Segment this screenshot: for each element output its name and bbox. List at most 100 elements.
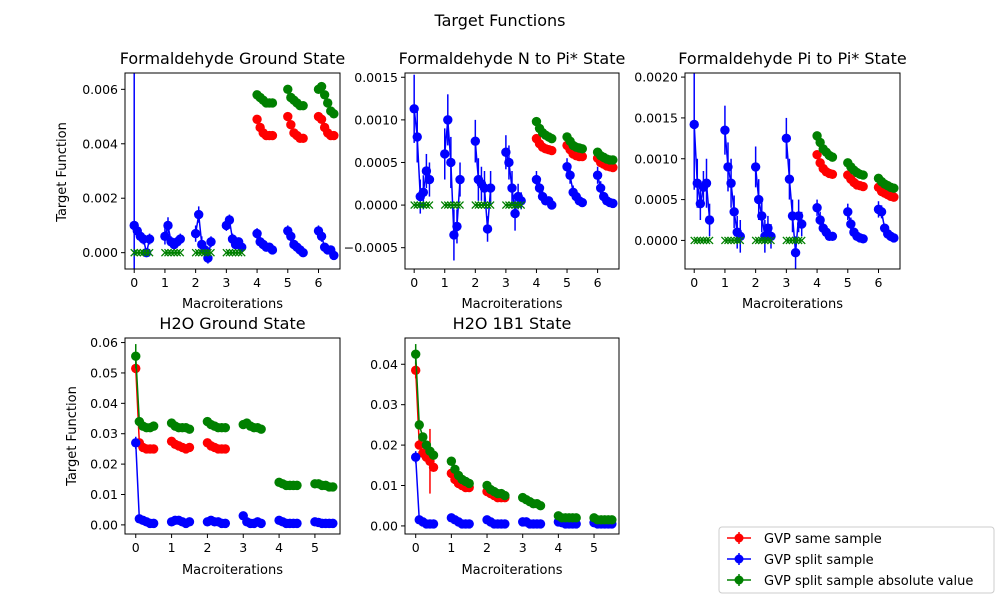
data-point	[411, 452, 421, 462]
data-point	[577, 144, 588, 154]
x-tick-label: 3	[222, 275, 230, 290]
plot-area	[129, 73, 339, 269]
data-point-x	[197, 248, 206, 257]
data-point	[292, 518, 302, 529]
data-point	[428, 462, 439, 473]
data-point-x	[173, 248, 182, 257]
data-point-x	[419, 201, 428, 210]
data-point	[409, 104, 419, 114]
x-tick-label: 5	[590, 540, 598, 555]
x-axis-label: Macroiterations	[461, 563, 562, 578]
data-point-x	[160, 248, 169, 257]
x-tick-label: 5	[844, 275, 852, 290]
data-point	[298, 100, 308, 111]
data-point	[184, 517, 195, 527]
data-point	[160, 231, 170, 242]
data-point-x	[754, 236, 763, 245]
series-split	[689, 73, 899, 269]
data-point	[283, 84, 293, 95]
data-point-x	[164, 248, 172, 257]
data-point	[723, 162, 733, 172]
y-tick-label: 0.0000	[354, 198, 398, 213]
data-point-x	[791, 236, 800, 245]
y-axis-label: Target Function	[55, 122, 70, 223]
plot-area	[689, 73, 899, 269]
data-point	[889, 192, 899, 202]
plot-area	[411, 344, 617, 529]
data-point	[131, 438, 141, 448]
x-tick-label: 5	[284, 275, 292, 290]
legend-entry-abs: GVP split sample absolute value	[727, 574, 973, 589]
data-point	[695, 198, 706, 209]
data-point-x	[501, 201, 510, 210]
data-point	[577, 151, 588, 162]
panel-h2o-1b1-state: H2O 1B1 State Macroiterations 0 1 2 3 4 5 0.00…	[370, 314, 620, 578]
data-point	[316, 81, 327, 92]
x-tick-label: 1	[441, 275, 449, 290]
panel-h2o-ground-state: H2O Ground State Target Function Macroit…	[65, 314, 341, 578]
x-axis-label: Macroiterations	[461, 297, 562, 312]
data-point-x	[477, 201, 486, 210]
legend-label-same: GVP same sample	[764, 532, 882, 547]
data-point	[535, 501, 546, 511]
y-tick-label: −0.0005	[344, 240, 398, 255]
data-point	[482, 224, 493, 234]
data-point	[797, 219, 807, 229]
data-point	[846, 219, 856, 229]
legend: GVP same sample GVP split sample GVP spl…	[718, 526, 995, 594]
data-point	[754, 194, 764, 205]
data-point	[726, 178, 736, 188]
y-tick-label: 0.06	[90, 335, 118, 350]
x-tick-label: 4	[554, 540, 562, 555]
data-point-x	[767, 236, 775, 245]
x-tick-label: 4	[532, 275, 540, 290]
y-tick-label: 0.004	[82, 136, 118, 151]
data-point	[323, 98, 333, 108]
data-point	[144, 234, 155, 244]
y-tick-label: 0.0010	[354, 112, 398, 127]
series-abs	[411, 344, 617, 525]
plot-area	[409, 74, 618, 261]
data-point	[329, 130, 339, 141]
data-point	[500, 490, 510, 501]
data-point	[163, 220, 173, 231]
data-point-x	[139, 248, 148, 257]
series-line	[135, 442, 154, 525]
x-axis-label: Macroiterations	[182, 563, 283, 578]
data-point	[547, 145, 557, 156]
x-tick-label: 6	[315, 275, 323, 290]
data-point	[452, 221, 462, 232]
legend-marker-split	[734, 554, 744, 564]
data-point	[220, 444, 231, 454]
data-point	[206, 237, 216, 247]
y-tick-label: 0.006	[82, 82, 118, 97]
data-point	[455, 174, 465, 185]
panel-title: Formaldehyde N to Pi* State	[399, 49, 626, 68]
series-abs	[131, 344, 338, 492]
x-tick-label: 4	[275, 540, 283, 555]
data-point	[449, 230, 459, 240]
data-point-x	[474, 201, 483, 210]
y-tick-label: 0.0010	[634, 151, 678, 166]
data-point-x	[170, 248, 179, 257]
data-point	[298, 133, 308, 144]
data-point	[535, 519, 546, 529]
y-tick-label: 0.000	[82, 245, 118, 260]
x-tick-label: 0	[410, 275, 418, 290]
data-point	[328, 482, 338, 492]
y-tick-label: 0.05	[90, 365, 118, 380]
panel-formaldehyde-ground-state: Formaldehyde Ground State Target Functio…	[55, 49, 345, 312]
data-point	[827, 169, 838, 179]
y-tick-label: 0.00	[370, 518, 398, 533]
data-point-x	[696, 236, 705, 245]
data-point	[701, 178, 712, 188]
data-point-x	[504, 201, 513, 210]
plot-frame	[684, 72, 901, 270]
data-point	[446, 157, 456, 168]
data-point-x	[225, 248, 234, 257]
data-point-x	[702, 236, 711, 245]
data-point	[286, 120, 296, 130]
legend-marker-same	[734, 533, 744, 543]
data-point	[131, 351, 141, 361]
